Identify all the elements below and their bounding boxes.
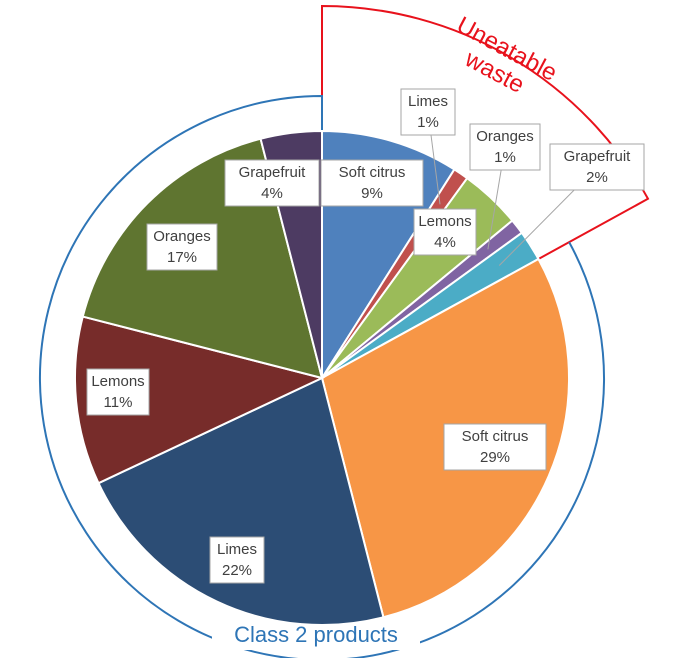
slice-value-label: 1% — [417, 114, 439, 131]
class-annotation: Class 2 products — [234, 622, 398, 647]
slice-value-label: 29% — [480, 449, 510, 466]
slice-value-label: 2% — [586, 169, 608, 186]
pie-slice — [97, 376, 385, 626]
slice-label: Oranges — [153, 228, 211, 245]
slice-label: Lemons — [418, 213, 471, 230]
slice-label: Oranges — [476, 128, 534, 145]
callout-box — [443, 423, 547, 471]
waste-annotation: Uneatablewaste — [440, 12, 561, 110]
slice-label: Limes — [217, 541, 257, 558]
pie-slice — [74, 315, 325, 485]
slice-label: Lemons — [91, 373, 144, 390]
slice-value-label: 22% — [222, 562, 252, 579]
callout-box — [224, 159, 320, 207]
callout-box — [209, 536, 265, 584]
slice-value-label: 4% — [434, 234, 456, 251]
slice-value-label: 17% — [167, 249, 197, 266]
slice-label: Soft citrus — [339, 164, 406, 181]
slice-value-label: 1% — [494, 149, 516, 166]
callout-box — [469, 123, 541, 171]
slice-label: Grapefruit — [239, 164, 307, 181]
slice-label: Grapefruit — [564, 148, 632, 165]
callout-box — [320, 159, 424, 207]
class-outline — [39, 94, 605, 658]
callout-box — [146, 223, 218, 271]
callout-box — [400, 88, 456, 136]
slice-value-label: 11% — [104, 394, 133, 411]
slice-value-label: 4% — [261, 185, 283, 202]
callout-box — [86, 368, 150, 416]
slice-label: Soft citrus — [462, 428, 529, 445]
slice-value-label: 9% — [361, 185, 383, 202]
callout-box — [549, 143, 645, 191]
slice-label: Limes — [408, 93, 448, 110]
callout-box — [413, 208, 477, 256]
